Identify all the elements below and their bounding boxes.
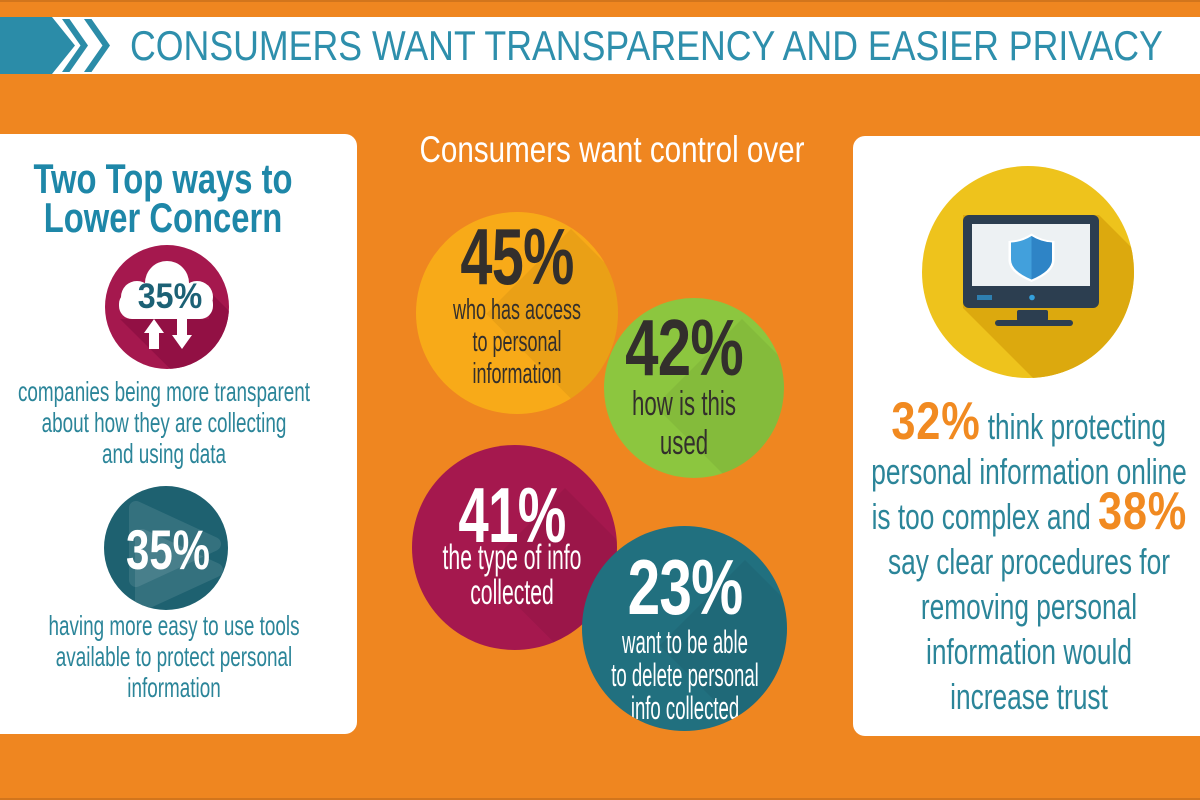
svg-text:35%: 35% [126,519,210,581]
svg-text:35%: 35% [138,278,202,317]
